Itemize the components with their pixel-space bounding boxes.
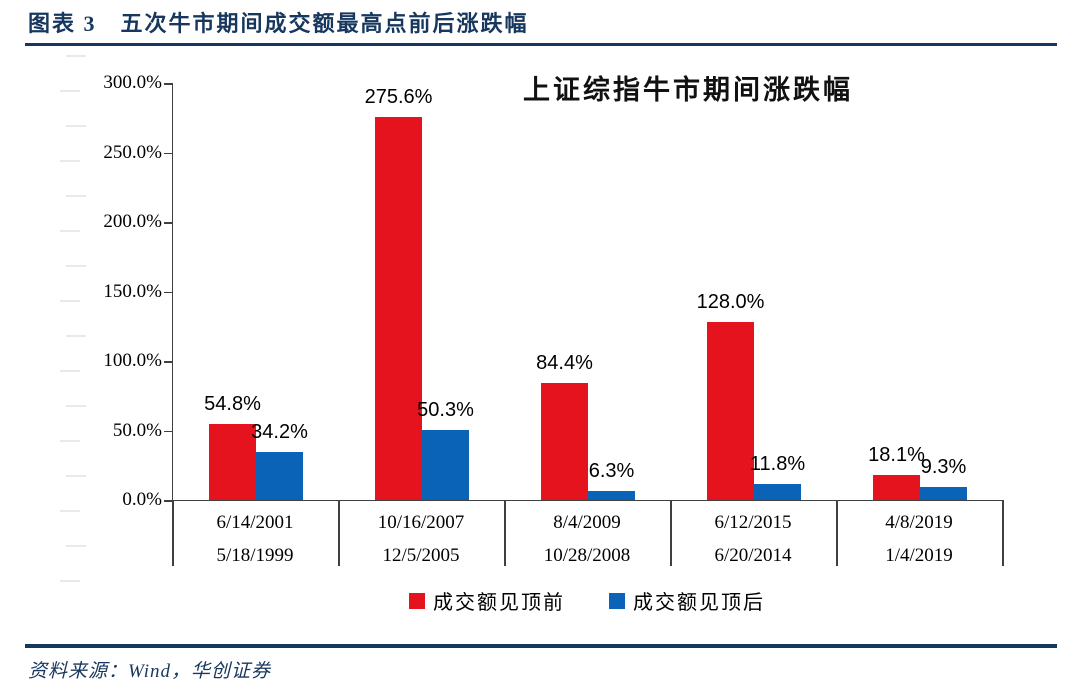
bar-value-label: 50.3% <box>417 399 474 422</box>
watermark-dash <box>66 55 86 57</box>
y-tick-mark <box>164 361 172 363</box>
x-label-start-date: 6/20/2014 <box>714 545 792 566</box>
bar-pre-peak <box>375 116 422 500</box>
plot-area: 54.8% 34.2% 275.6% 50.3% 84.4% 6.3% 128.0% 11.8… <box>172 83 1003 501</box>
x-axis-separator <box>836 500 838 566</box>
x-label-start-date: 5/18/1999 <box>216 545 294 566</box>
y-tick-label: 0.0% <box>122 489 162 510</box>
figure-title: 图表 3 五次牛市期间成交额最高点前后涨跌幅 <box>28 11 529 36</box>
watermark-dash <box>66 195 86 197</box>
bar-pre-peak <box>873 474 920 500</box>
y-tick-mark <box>164 291 172 293</box>
x-label-start-date: 10/28/2008 <box>543 545 631 566</box>
x-axis-separator <box>172 500 174 566</box>
bar-value-label: 34.2% <box>251 421 308 444</box>
watermark-dash <box>60 90 80 92</box>
bar-pre-peak <box>541 382 588 500</box>
bar-value-label: 54.8% <box>204 392 261 415</box>
legend: 成交额见顶前 成交额见顶后 <box>172 586 1002 615</box>
y-tick-mark <box>164 430 172 432</box>
bar-value-label: 9.3% <box>920 456 967 479</box>
bar-post-peak <box>422 430 469 500</box>
legend-swatch-pre-peak <box>409 592 425 609</box>
bar-value-label: 275.6% <box>364 85 433 108</box>
watermark-dash <box>66 265 86 267</box>
y-tick-mark <box>164 500 172 502</box>
legend-swatch-post-peak <box>609 592 625 609</box>
watermark-dash <box>66 545 86 547</box>
y-tick-label: 150.0% <box>103 280 162 302</box>
y-tick-label: 100.0% <box>103 350 162 371</box>
watermark-dash <box>66 335 86 337</box>
x-axis-separator <box>504 500 506 566</box>
bar-post-peak <box>256 452 303 500</box>
bar-value-label: 84.4% <box>536 351 593 374</box>
bar-pre-peak <box>209 423 256 500</box>
x-label-peak-date: 4/8/2019 <box>885 512 953 533</box>
y-tick-label: 200.0% <box>103 211 162 232</box>
y-tick-mark <box>164 152 172 154</box>
watermark-dash <box>60 230 80 232</box>
chart-title: 上证综指牛市期间涨跌幅 <box>523 75 853 105</box>
watermark-dash <box>60 580 80 582</box>
x-axis-separator <box>338 500 340 566</box>
bar-post-peak <box>920 487 967 500</box>
watermark-dash <box>66 475 86 477</box>
watermark-dash <box>60 510 80 512</box>
x-label-peak-date: 10/16/2007 <box>377 512 465 533</box>
x-label-start-date: 12/5/2005 <box>382 545 460 566</box>
legend-label: 成交额见顶前 <box>433 592 565 614</box>
bar-value-label: 11.8% <box>749 452 806 475</box>
bar-post-peak <box>754 483 801 500</box>
x-label-peak-date: 6/12/2015 <box>714 512 792 533</box>
y-tick-mark <box>164 222 172 224</box>
watermark-dash <box>60 160 80 162</box>
x-axis-separator <box>1002 500 1004 566</box>
watermark-dash <box>66 125 86 127</box>
watermark-dash <box>60 300 80 302</box>
y-tick-label: 250.0% <box>103 141 162 163</box>
bar-value-label: 128.0% <box>696 291 765 314</box>
legend-item: 成交额见顶后 <box>609 586 765 615</box>
legend-label: 成交额见顶后 <box>633 592 765 614</box>
bar-value-label: 18.1% <box>868 443 925 466</box>
x-label-start-date: 1/4/2019 <box>885 545 953 566</box>
source-text: 资料来源：Wind，华创证券 <box>28 661 272 682</box>
legend-item: 成交额见顶前 <box>409 586 565 615</box>
x-axis-separator <box>670 500 672 566</box>
bar-pre-peak <box>707 322 754 500</box>
bar-post-peak <box>588 491 635 500</box>
y-tick-label: 300.0% <box>103 72 162 93</box>
y-tick-label: 50.0% <box>112 419 162 441</box>
x-label-peak-date: 6/14/2001 <box>216 512 294 533</box>
source-rule <box>25 644 1057 648</box>
y-tick-mark <box>164 83 172 85</box>
watermark-dash <box>60 440 80 442</box>
figure-title-rule <box>25 43 1057 46</box>
x-label-peak-date: 8/4/2009 <box>553 512 621 533</box>
watermark-dash <box>66 405 86 407</box>
watermark-dash <box>60 370 80 372</box>
bar-value-label: 6.3% <box>588 460 635 483</box>
